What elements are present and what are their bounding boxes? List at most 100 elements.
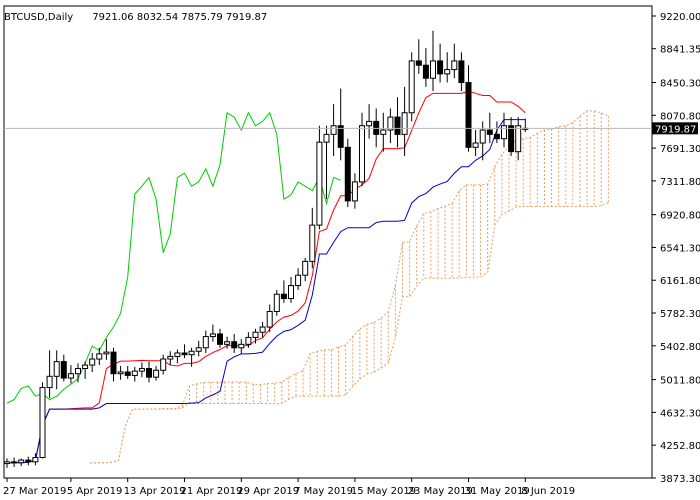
candle-body: [280, 293, 287, 300]
x-tick-label: 8 Jun 2019: [521, 486, 575, 497]
candle-body: [110, 351, 117, 375]
candle-body: [437, 60, 444, 75]
candle-body: [67, 373, 74, 379]
candle-body: [202, 336, 209, 349]
y-tick-label: 8070.80: [660, 111, 700, 122]
candle-body: [508, 125, 515, 153]
candle-body: [422, 64, 429, 79]
candle-body: [11, 461, 18, 464]
candle-body: [245, 336, 252, 345]
candle-body: [273, 293, 280, 313]
y-tick-label: 7691.30: [660, 144, 700, 155]
candle-body: [408, 60, 415, 114]
y-tick-label: 4632.30: [660, 408, 700, 419]
candle-body: [351, 181, 358, 202]
candle-body: [344, 146, 351, 202]
candle-body: [309, 224, 316, 262]
x-tick-label: 13 Apr 2019: [124, 486, 186, 497]
senkou-span-b: [90, 202, 609, 464]
candle-body: [46, 375, 53, 389]
candle-body: [32, 457, 39, 463]
candle-body: [153, 369, 160, 378]
candle-body: [96, 353, 103, 360]
candle-body: [394, 116, 401, 135]
plot-frame: [3, 5, 653, 479]
chart-header: BTCUSD,Daily 7921.06 8032.54 7875.79 791…: [4, 5, 267, 24]
x-tick-label: 21 Apr 2019: [181, 486, 243, 497]
candle-body: [479, 129, 486, 144]
candle-body: [167, 355, 174, 360]
candle-body: [359, 125, 365, 183]
candle-body: [401, 112, 408, 135]
candle-body: [181, 352, 188, 356]
y-tick-label: 3873.30: [660, 474, 700, 485]
candle-body: [288, 285, 294, 300]
y-tick-label: 5782.30: [660, 309, 700, 320]
current-price-label: 7919.87: [655, 124, 696, 135]
candle-body: [486, 129, 493, 135]
candle-body: [415, 60, 422, 66]
candle-body: [39, 387, 46, 459]
candle-body: [295, 274, 302, 287]
candle-body: [302, 260, 309, 276]
candle-body: [103, 351, 110, 355]
candle-body: [117, 371, 124, 375]
candle-body: [188, 350, 195, 356]
x-tick-label: 5 Apr 2019: [67, 486, 122, 497]
candle-body: [209, 333, 216, 338]
y-tick-label: 9220.00: [660, 12, 700, 23]
candle-body: [337, 125, 344, 148]
candle-body: [515, 125, 522, 153]
candle-body: [89, 358, 96, 366]
candle-body: [387, 116, 394, 131]
x-tick-label: 23 May 2019: [408, 486, 473, 497]
y-tick-label: 6920.80: [660, 211, 700, 222]
candle-body: [501, 125, 507, 140]
x-tick-label: 31 May 2019: [465, 486, 530, 497]
y-tick-label: 5011.80: [660, 376, 700, 387]
candle-body: [138, 368, 145, 372]
candle-body: [465, 82, 472, 148]
candle-body: [4, 461, 10, 465]
y-tick-label: 8841.35: [660, 45, 700, 56]
candle-body: [75, 368, 81, 375]
candle-body: [82, 364, 89, 370]
y-tick-label: 5402.80: [660, 342, 700, 353]
tenkan-sen: [6, 90, 526, 464]
candle-body: [266, 311, 273, 328]
y-tick-label: 8450.30: [660, 79, 700, 90]
candle-body: [231, 341, 238, 349]
senkou-span-a: [90, 110, 609, 464]
candle-body: [259, 326, 266, 333]
y-tick-label: 6161.80: [660, 276, 700, 287]
candle-body: [224, 341, 231, 345]
candle-body: [195, 347, 202, 352]
candle-body: [323, 133, 330, 143]
x-tick-label: 29 Apr 2019: [237, 486, 299, 497]
candle-body: [146, 368, 152, 378]
candle-body: [316, 141, 323, 226]
candle-body: [458, 60, 465, 84]
candle-body: [472, 142, 479, 148]
x-tick-label: 7 May 2019: [294, 486, 353, 497]
candle-body: [366, 120, 373, 127]
candle-body: [330, 125, 337, 135]
x-tick-label: 15 May 2019: [351, 486, 416, 497]
candle-body: [18, 459, 25, 464]
current-price-box: [652, 122, 698, 135]
candle-body: [430, 60, 436, 79]
y-tick-label: 7311.80: [660, 177, 700, 188]
candle-body: [25, 459, 32, 463]
candle-body: [60, 361, 67, 379]
x-tick-label: 27 Mar 2019: [3, 486, 66, 497]
y-tick-label: 6541.30: [660, 243, 700, 254]
chikou-span: [6, 111, 341, 404]
symbol-title: BTCUSD,Daily: [4, 12, 74, 23]
candle-body: [217, 333, 223, 345]
candle-body: [380, 129, 387, 135]
candle-body: [160, 358, 167, 371]
candle-body: [451, 60, 458, 71]
candle-body: [124, 371, 131, 376]
